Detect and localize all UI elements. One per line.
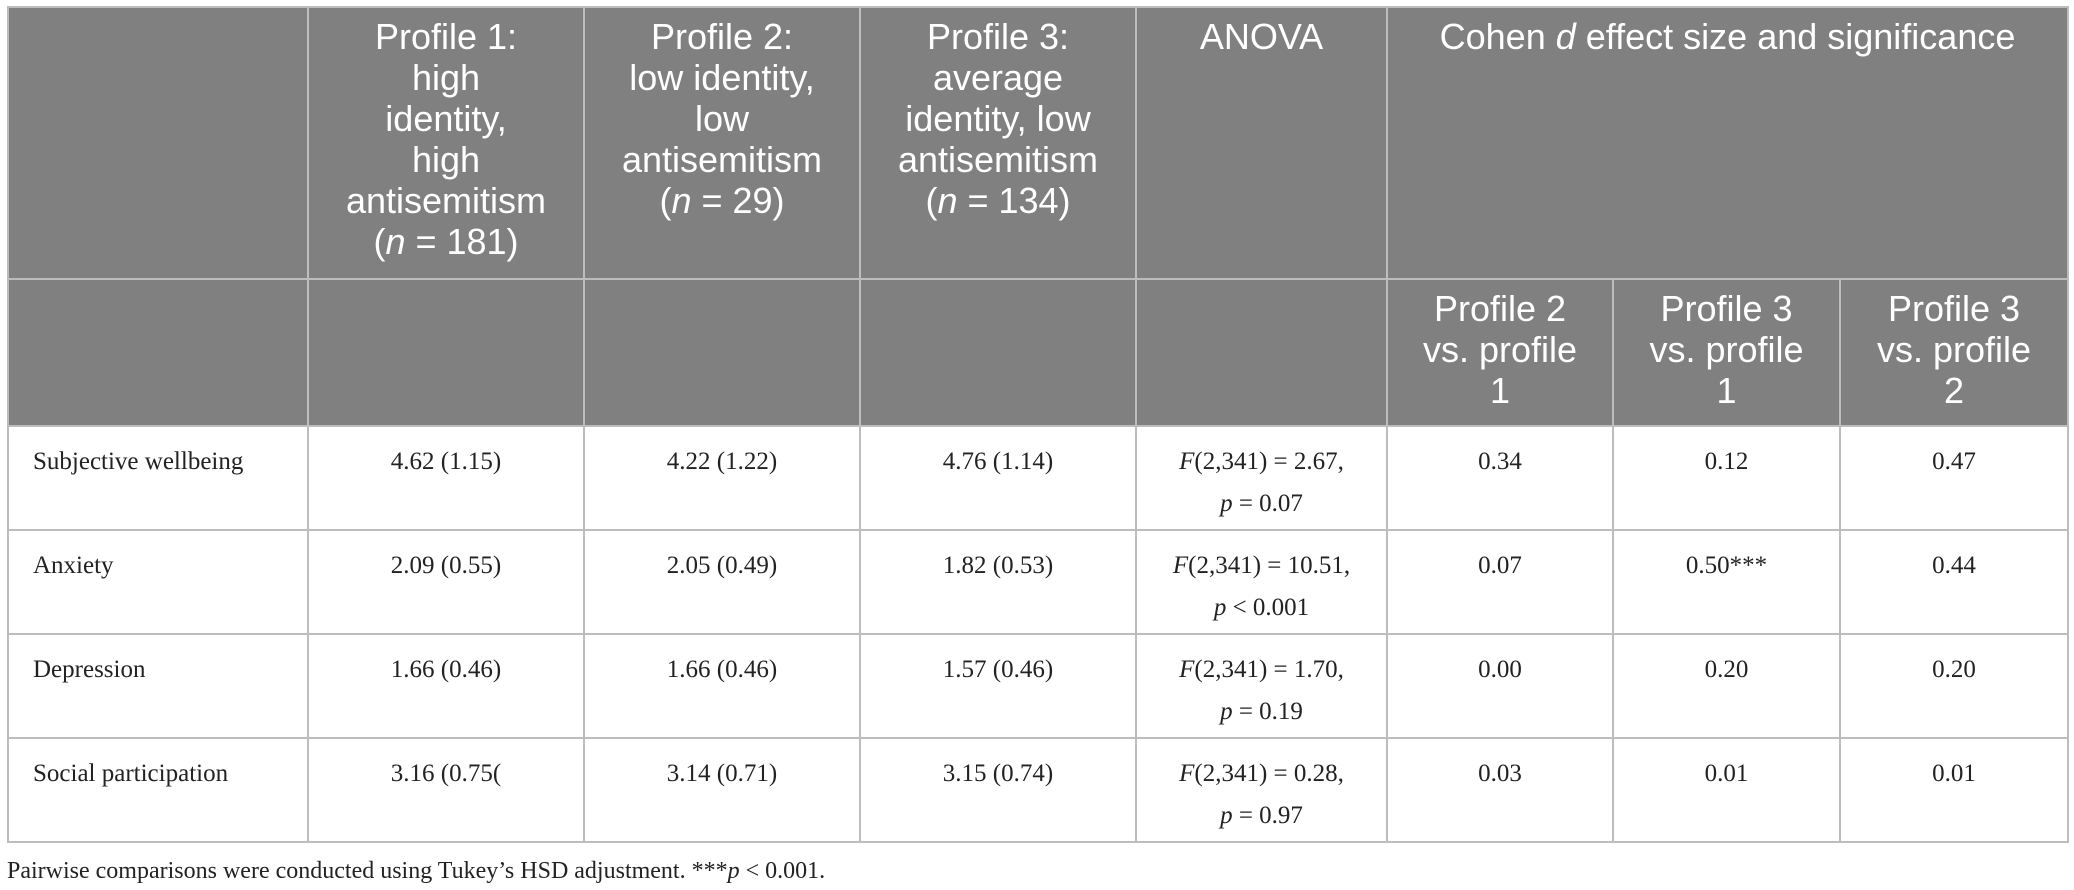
cell-profile-3: 1.57 (0.46) [859, 633, 1137, 739]
cell-d-2v1: 0.34 [1386, 425, 1614, 531]
table-row: Social participation 3.16 (0.75( 3.14 (0… [7, 737, 2069, 843]
header-profile-3: Profile 3: average identity, low antisem… [859, 6, 1137, 280]
cell-anova: F(2,341) = 1.70, p = 0.19 [1135, 633, 1388, 739]
cell-d-2v1: 0.07 [1386, 529, 1614, 635]
row-label: Depression [7, 633, 309, 739]
cell-anova: F(2,341) = 2.67, p = 0.07 [1135, 425, 1388, 531]
subheader-p2-vs-p1: Profile 2 vs. profile 1 [1386, 278, 1614, 427]
cell-profile-1: 4.62 (1.15) [307, 425, 585, 531]
cell-d-3v1: 0.12 [1612, 425, 1841, 531]
cell-profile-1: 3.16 (0.75( [307, 737, 585, 843]
cell-profile-2: 2.05 (0.49) [583, 529, 861, 635]
results-table: Profile 1: high identity, high antisemit… [7, 6, 2069, 843]
subheader-p3-vs-p2: Profile 3 vs. profile 2 [1839, 278, 2069, 427]
row-label: Subjective wellbeing [7, 425, 309, 531]
subheader-blank [583, 278, 861, 427]
cell-profile-2: 3.14 (0.71) [583, 737, 861, 843]
table-row: Depression 1.66 (0.46) 1.66 (0.46) 1.57 … [7, 633, 2069, 739]
cell-d-3v1: 0.20 [1612, 633, 1841, 739]
subheader-blank [7, 278, 309, 427]
table-row: Anxiety 2.09 (0.55) 2.05 (0.49) 1.82 (0.… [7, 529, 2069, 635]
cell-profile-2: 1.66 (0.46) [583, 633, 861, 739]
cell-d-3v2: 0.47 [1839, 425, 2069, 531]
cell-anova: F(2,341) = 0.28, p = 0.97 [1135, 737, 1388, 843]
row-label: Social participation [7, 737, 309, 843]
cell-d-2v1: 0.00 [1386, 633, 1614, 739]
cell-profile-1: 1.66 (0.46) [307, 633, 585, 739]
cell-profile-2: 4.22 (1.22) [583, 425, 861, 531]
table-footnote: Pairwise comparisons were conducted usin… [7, 858, 826, 884]
cell-profile-3: 1.82 (0.53) [859, 529, 1137, 635]
subheader-p3-vs-p1: Profile 3 vs. profile 1 [1612, 278, 1841, 427]
cell-d-3v1: 0.01 [1612, 737, 1841, 843]
row-label: Anxiety [7, 529, 309, 635]
subheader-blank [307, 278, 585, 427]
header-cohen-d: Cohen d effect size and significance [1386, 6, 2069, 280]
subheader-blank [1135, 278, 1388, 427]
header-anova: ANOVA [1135, 6, 1388, 280]
cell-d-3v1: 0.50*** [1612, 529, 1841, 635]
cell-d-3v2: 0.20 [1839, 633, 2069, 739]
header-profile-2: Profile 2: low identity, low antisemitis… [583, 6, 861, 280]
cell-anova: F(2,341) = 10.51, p < 0.001 [1135, 529, 1388, 635]
cell-d-3v2: 0.01 [1839, 737, 2069, 843]
header-profile-1: Profile 1: high identity, high antisemit… [307, 6, 585, 280]
cell-d-2v1: 0.03 [1386, 737, 1614, 843]
cell-profile-1: 2.09 (0.55) [307, 529, 585, 635]
header-blank [7, 6, 309, 280]
cell-d-3v2: 0.44 [1839, 529, 2069, 635]
table-container: Profile 1: high identity, high antisemit… [7, 6, 2069, 843]
subheader-blank [859, 278, 1137, 427]
cell-profile-3: 4.76 (1.14) [859, 425, 1137, 531]
cell-profile-3: 3.15 (0.74) [859, 737, 1137, 843]
table-row: Subjective wellbeing 4.62 (1.15) 4.22 (1… [7, 425, 2069, 531]
